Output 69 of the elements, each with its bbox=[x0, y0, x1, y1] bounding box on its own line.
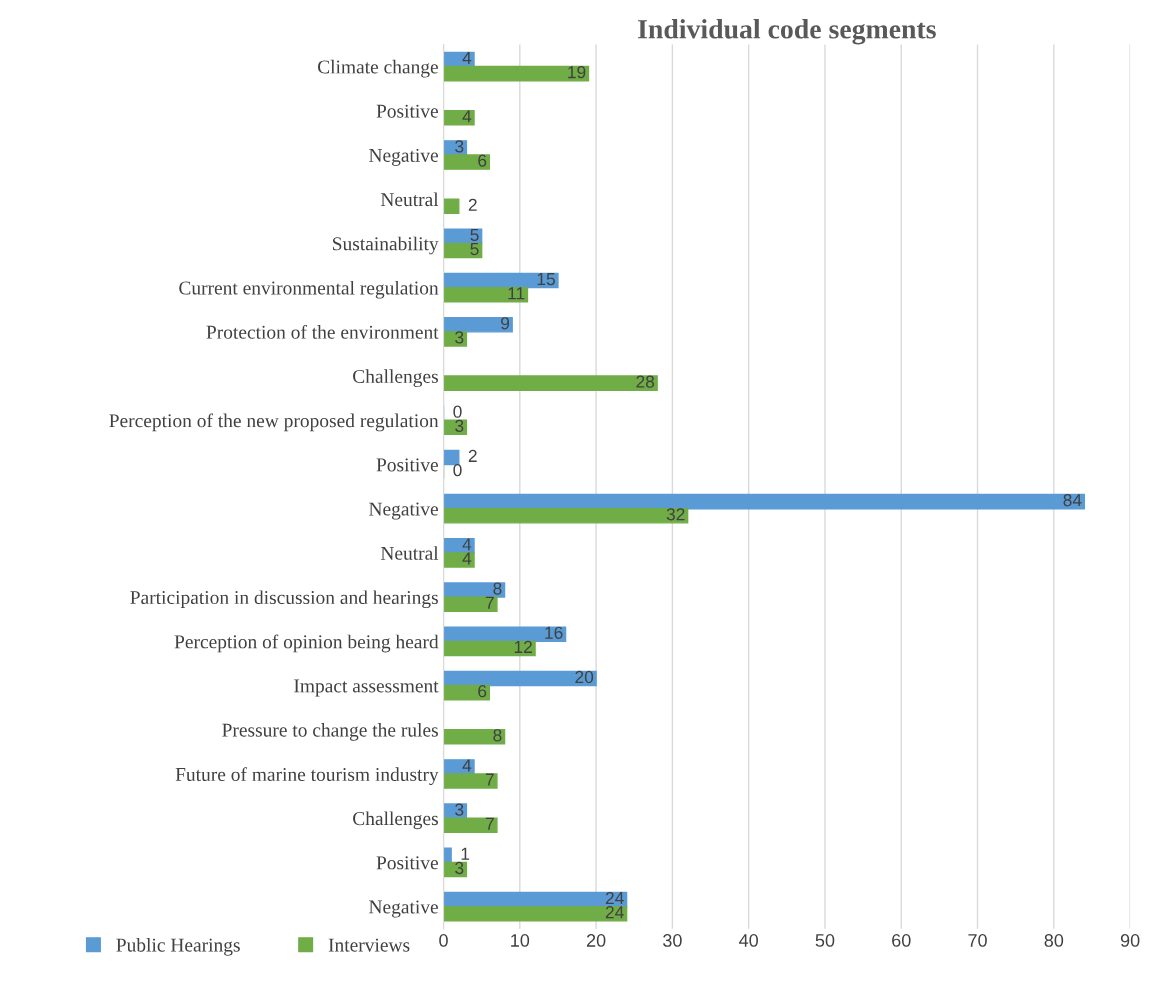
data-label: 3 bbox=[455, 803, 464, 816]
y-tick-label: Protection of the environment bbox=[206, 324, 439, 339]
data-label: 4 bbox=[462, 552, 472, 565]
y-tick-label: Neutral bbox=[380, 192, 439, 207]
data-label: 8 bbox=[493, 729, 502, 742]
x-tick-label: 70 bbox=[968, 934, 987, 947]
data-label: 6 bbox=[478, 154, 487, 167]
legend-label: Public Hearings bbox=[116, 937, 240, 956]
data-label: 19 bbox=[568, 66, 586, 79]
y-tick-label: Current environmental regulation bbox=[179, 280, 439, 299]
data-label: 7 bbox=[485, 596, 494, 609]
data-label: 24 bbox=[605, 906, 624, 919]
data-label: 28 bbox=[636, 375, 655, 388]
data-label: 12 bbox=[514, 640, 532, 653]
data-label: 5 bbox=[470, 228, 479, 241]
data-label: 84 bbox=[1063, 493, 1082, 507]
y-tick-label: Impact assessment bbox=[294, 679, 439, 697]
data-label: 8 bbox=[493, 582, 502, 595]
data-label: 20 bbox=[575, 670, 594, 684]
y-tick-label: Challenges bbox=[353, 369, 438, 387]
y-tick-label: Participation in discussion and hearings bbox=[130, 590, 438, 609]
x-tick-label: 40 bbox=[739, 934, 759, 947]
data-label: 16 bbox=[545, 626, 563, 639]
data-label: 24 bbox=[605, 891, 624, 905]
y-tick-label: Perception of the new proposed regulation bbox=[109, 413, 439, 432]
y-tick-label: Negative bbox=[369, 148, 438, 166]
data-label: 3 bbox=[455, 861, 464, 875]
data-label: 0 bbox=[453, 405, 462, 418]
y-tick-label: Perception of opinion being heard bbox=[174, 634, 439, 653]
data-label: 3 bbox=[455, 419, 464, 432]
data-label: 3 bbox=[455, 140, 464, 153]
data-label: 4 bbox=[462, 52, 472, 64]
y-tick-label: Positive bbox=[376, 856, 438, 870]
y-tick-label: Positive bbox=[376, 104, 438, 118]
y-tick-label: Neutral bbox=[380, 546, 439, 560]
x-tick-label: 90 bbox=[1120, 934, 1140, 947]
y-tick-label: Climate change bbox=[317, 59, 438, 78]
data-label: 15 bbox=[537, 273, 555, 286]
data-label: 11 bbox=[508, 287, 525, 300]
chart-title: Individual code segments bbox=[638, 19, 936, 45]
y-tick-label: Negative bbox=[369, 502, 438, 520]
data-label: 2 bbox=[468, 449, 477, 462]
data-label: 4 bbox=[462, 759, 472, 772]
data-label: 7 bbox=[485, 817, 494, 830]
data-label: 32 bbox=[666, 508, 685, 521]
data-label: 3 bbox=[455, 331, 464, 344]
data-label: 7 bbox=[485, 773, 494, 786]
x-tick-label: 50 bbox=[815, 934, 835, 947]
y-tick-label: Sustainability bbox=[333, 236, 439, 255]
data-label: 6 bbox=[478, 684, 487, 698]
data-label: 0 bbox=[453, 463, 462, 477]
y-tick-label: Pressure to change the rules bbox=[222, 723, 438, 741]
x-tick-label: 80 bbox=[1044, 934, 1064, 947]
y-tick-label: Future of marine tourism industry bbox=[175, 767, 439, 786]
x-tick-label: 0 bbox=[439, 934, 448, 947]
data-label: 5 bbox=[470, 243, 479, 256]
legend-label: Interviews bbox=[328, 938, 410, 952]
data-label: 4 bbox=[462, 538, 472, 551]
x-tick-label: 10 bbox=[511, 934, 530, 947]
y-tick-label: Positive bbox=[376, 458, 438, 472]
y-tick-label: Challenges bbox=[353, 811, 438, 830]
x-tick-label: 20 bbox=[586, 934, 606, 947]
data-label: 9 bbox=[501, 317, 510, 330]
x-tick-label: 60 bbox=[892, 934, 911, 947]
y-tick-label: Negative bbox=[369, 900, 438, 918]
data-label: 1 bbox=[461, 847, 470, 860]
x-tick-label: 30 bbox=[663, 934, 682, 947]
data-label: 2 bbox=[468, 198, 477, 211]
data-label: 4 bbox=[462, 110, 472, 123]
